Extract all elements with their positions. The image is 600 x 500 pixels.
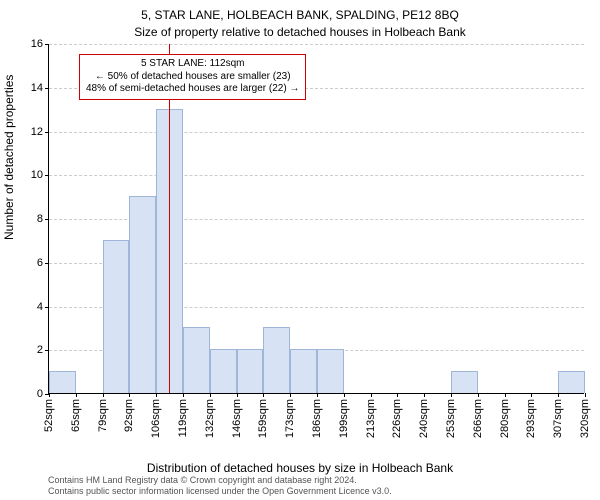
annotation-line: 48% of semi-detached houses are larger (… — [86, 83, 299, 96]
x-tick-label: 226sqm — [391, 399, 403, 438]
x-tick-mark — [263, 393, 264, 397]
x-tick-mark — [424, 393, 425, 397]
x-tick-label: 280sqm — [499, 399, 511, 438]
x-tick-label: 52sqm — [43, 399, 55, 432]
histogram-bar — [183, 327, 210, 393]
x-tick-label: 106sqm — [150, 399, 162, 438]
y-tick-label: 14 — [31, 82, 43, 94]
histogram-bar — [317, 349, 344, 393]
footer-attribution: Contains HM Land Registry data © Crown c… — [48, 475, 392, 497]
x-tick-mark — [49, 393, 50, 397]
footer-line-1: Contains HM Land Registry data © Crown c… — [48, 475, 392, 486]
x-tick-label: 159sqm — [257, 399, 269, 438]
x-tick-label: 199sqm — [338, 399, 350, 438]
y-tick-label: 12 — [31, 126, 43, 138]
gridline-h — [49, 44, 584, 45]
chart-title-main: 5, STAR LANE, HOLBEACH BANK, SPALDING, P… — [0, 8, 600, 22]
histogram-bar — [156, 109, 183, 393]
histogram-bar — [237, 349, 264, 393]
histogram-bar — [103, 240, 130, 393]
x-tick-mark — [451, 393, 452, 397]
chart-container: 5, STAR LANE, HOLBEACH BANK, SPALDING, P… — [0, 0, 600, 500]
x-tick-mark — [505, 393, 506, 397]
x-tick-mark — [531, 393, 532, 397]
x-tick-label: 253sqm — [445, 399, 457, 438]
y-tick-label: 6 — [37, 257, 43, 269]
y-axis-label: Number of detached properties — [2, 75, 16, 240]
chart-title-sub: Size of property relative to detached ho… — [0, 25, 600, 39]
x-tick-label: 79sqm — [97, 399, 109, 432]
x-tick-label: 266sqm — [472, 399, 484, 438]
y-tick-label: 8 — [37, 213, 43, 225]
x-tick-mark — [478, 393, 479, 397]
x-tick-mark — [397, 393, 398, 397]
x-tick-label: 65sqm — [70, 399, 82, 432]
x-tick-mark — [103, 393, 104, 397]
x-tick-mark — [585, 393, 586, 397]
y-tick-mark — [45, 307, 49, 308]
x-tick-mark — [210, 393, 211, 397]
x-tick-label: 146sqm — [231, 399, 243, 438]
x-tick-label: 186sqm — [311, 399, 323, 438]
x-tick-label: 92sqm — [123, 399, 135, 432]
y-tick-label: 16 — [31, 38, 43, 50]
x-tick-label: 320sqm — [579, 399, 591, 438]
x-tick-label: 119sqm — [177, 399, 189, 437]
histogram-bar — [210, 349, 237, 393]
plot-area: 024681012141652sqm65sqm79sqm92sqm106sqm1… — [48, 44, 584, 394]
histogram-bar — [263, 327, 290, 393]
x-tick-label: 240sqm — [418, 399, 430, 438]
y-tick-mark — [45, 132, 49, 133]
y-tick-mark — [45, 44, 49, 45]
footer-line-2: Contains public sector information licen… — [48, 486, 392, 497]
y-tick-mark — [45, 263, 49, 264]
annotation-line: ← 50% of detached houses are smaller (23… — [86, 71, 299, 84]
annotation-line: 5 STAR LANE: 112sqm — [86, 58, 299, 71]
y-tick-mark — [45, 219, 49, 220]
histogram-bar — [290, 349, 317, 393]
x-tick-mark — [76, 393, 77, 397]
x-axis-label: Distribution of detached houses by size … — [0, 461, 600, 475]
x-tick-label: 132sqm — [204, 399, 216, 438]
gridline-h — [49, 175, 584, 176]
gridline-h — [49, 132, 584, 133]
y-tick-mark — [45, 350, 49, 351]
x-tick-mark — [129, 393, 130, 397]
y-tick-mark — [45, 88, 49, 89]
x-tick-label: 173sqm — [284, 399, 296, 438]
x-tick-label: 213sqm — [365, 399, 377, 438]
y-tick-label: 4 — [37, 301, 43, 313]
x-tick-mark — [558, 393, 559, 397]
x-tick-label: 293sqm — [525, 399, 537, 438]
y-tick-label: 2 — [37, 344, 43, 356]
x-tick-label: 307sqm — [552, 399, 564, 438]
histogram-bar — [49, 371, 76, 393]
x-tick-mark — [183, 393, 184, 397]
histogram-bar — [129, 196, 156, 393]
x-tick-mark — [290, 393, 291, 397]
histogram-bar — [451, 371, 478, 393]
y-tick-label: 10 — [31, 169, 43, 181]
x-tick-mark — [344, 393, 345, 397]
y-tick-mark — [45, 175, 49, 176]
x-tick-mark — [371, 393, 372, 397]
histogram-bar — [558, 371, 585, 393]
annotation-box: 5 STAR LANE: 112sqm← 50% of detached hou… — [79, 54, 306, 100]
x-tick-mark — [156, 393, 157, 397]
x-tick-mark — [317, 393, 318, 397]
x-tick-mark — [237, 393, 238, 397]
